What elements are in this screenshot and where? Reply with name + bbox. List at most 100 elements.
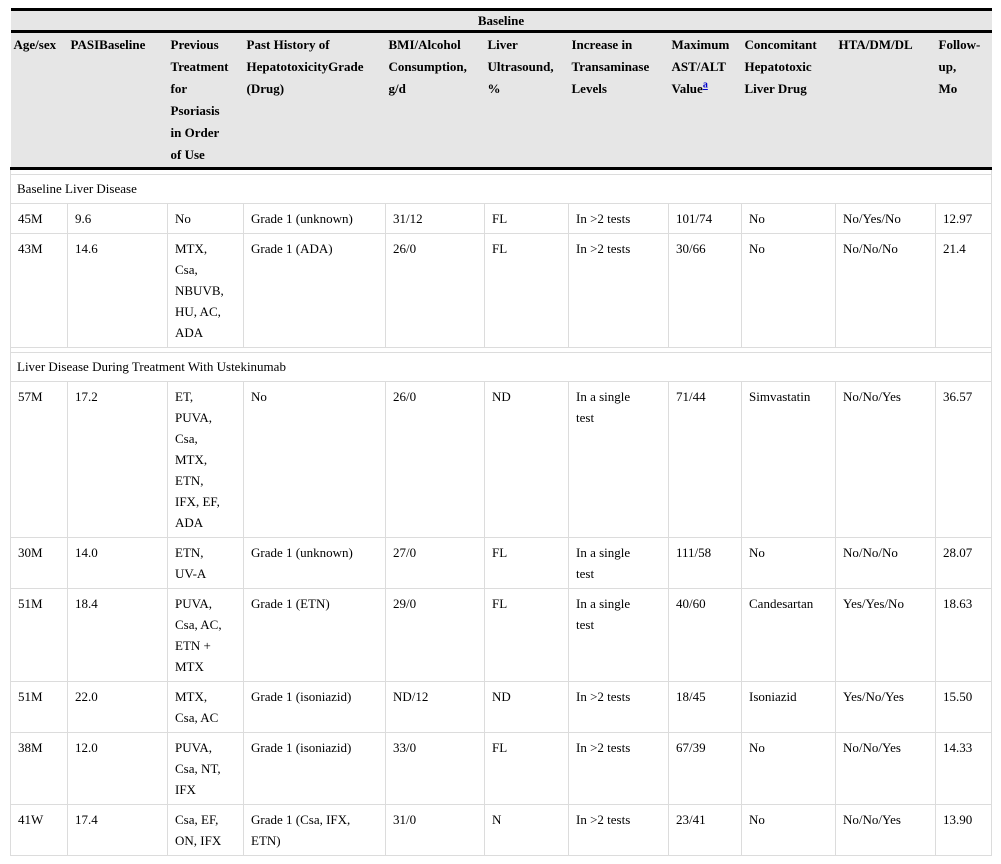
table-cell: Grade 1 (unknown)	[243, 537, 386, 589]
table-cell: 17.2	[67, 381, 168, 538]
table-cell: In >2 tests	[568, 732, 669, 805]
col-header-label: Past History of HepatotoxicityGrade (Dru…	[246, 37, 364, 96]
table-cell: 29/0	[385, 588, 485, 682]
table-cell: No/No/Yes	[835, 804, 936, 856]
footnote-a-link[interactable]: a	[702, 79, 708, 91]
table-cell: 33/0	[385, 732, 485, 805]
column-header-row: Age/sex PASIBaseline Previous Treatment …	[10, 31, 992, 170]
baseline-span-header: Baseline	[10, 8, 992, 33]
table-cell: 51M	[10, 681, 68, 733]
table-cell: 41W	[10, 804, 68, 856]
spacer-row	[10, 168, 992, 175]
table-cell: 15.50	[935, 681, 992, 733]
section-title: Liver Disease During Treatment With Uste…	[10, 352, 992, 382]
table-row: 41W 17.4 Csa, EF, ON, IFX Grade 1 (Csa, IFX…	[10, 804, 992, 856]
table-cell: 31/12	[385, 203, 485, 234]
table-cell: 30M	[10, 537, 68, 589]
col-header-liver-ultrasound: Liver Ultrasound, %	[484, 31, 569, 170]
table-cell: FL	[484, 537, 569, 589]
table-cell: 13.90	[935, 804, 992, 856]
table-cell: No	[741, 537, 836, 589]
table-cell: 23/41	[668, 804, 742, 856]
table-cell: No	[243, 381, 386, 538]
table-row: 30M 14.0 ETN, UV-A Grade 1 (unknown) 27/0 FL I…	[10, 537, 992, 589]
table-cell: Grade 1 (Csa, IFX, ETN)	[243, 804, 386, 856]
table-cell: FL	[484, 233, 569, 348]
table-cell: Grade 1 (unknown)	[243, 203, 386, 234]
table-cell: FL	[484, 588, 569, 682]
table-cell: FL	[484, 732, 569, 805]
table-cell: MTX, Csa, NBUVB, HU, AC, ADA	[167, 233, 244, 348]
table-cell: Simvastatin	[741, 381, 836, 538]
table-cell: Csa, EF, ON, IFX	[167, 804, 244, 856]
table-cell: 14.6	[67, 233, 168, 348]
table-row: 38M 12.0 PUVA, Csa, NT, IFX Grade 1 (isonia…	[10, 732, 992, 805]
table-cell: MTX, Csa, AC	[167, 681, 244, 733]
table-cell: 18/45	[668, 681, 742, 733]
table-cell: Grade 1 (isoniazid)	[243, 681, 386, 733]
table-cell: PUVA, Csa, NT, IFX	[167, 732, 244, 805]
table-row: 57M 17.2 ET, PUVA, Csa, MTX, ETN, IFX, EF,…	[10, 381, 992, 538]
col-header-label: Follow- up, Mo	[938, 37, 981, 96]
clinical-characteristics-table: Baseline Age/sex PASIBaseline Previous T…	[10, 8, 992, 856]
table-cell: 14.33	[935, 732, 992, 805]
table-row: 51M 18.4 PUVA, Csa, AC, ETN + MTX Grade 1 (…	[10, 588, 992, 682]
table-cell: PUVA, Csa, AC, ETN + MTX	[167, 588, 244, 682]
table-cell: In a single test	[568, 588, 669, 682]
col-header-transaminase-increase: Increase in Transaminase Levels	[568, 31, 669, 170]
spacer-cell	[10, 347, 992, 353]
col-header-concomitant-drug: Concomitant Hepatotoxic Liver Drug	[741, 31, 836, 170]
table-cell: No	[741, 804, 836, 856]
table-cell: ND	[484, 381, 569, 538]
table-cell: 18.63	[935, 588, 992, 682]
section-title: Baseline Liver Disease	[10, 174, 992, 204]
table-cell: No	[741, 203, 836, 234]
table-row: 45M 9.6 No Grade 1 (unknown) 31/12 FL In >2 te…	[10, 203, 992, 234]
table-cell: 111/58	[668, 537, 742, 589]
table-cell: 36.57	[935, 381, 992, 538]
col-header-hta-dm-dl: HTA/DM/DL	[835, 31, 936, 170]
table-cell: In a single test	[568, 381, 669, 538]
table-cell: FL	[484, 203, 569, 234]
spacer-cell	[10, 168, 992, 175]
table-cell: In >2 tests	[568, 804, 669, 856]
col-header-age-sex: Age/sex	[10, 31, 68, 170]
table-cell: Isoniazid	[741, 681, 836, 733]
table-cell: 14.0	[67, 537, 168, 589]
table-cell: 45M	[10, 203, 68, 234]
table-cell: 12.97	[935, 203, 992, 234]
table-cell: 38M	[10, 732, 68, 805]
table-row: 43M 14.6 MTX, Csa, NBUVB, HU, AC, ADA Grade…	[10, 233, 992, 348]
table-cell: Grade 1 (ETN)	[243, 588, 386, 682]
table-cell: Grade 1 (ADA)	[243, 233, 386, 348]
table-cell: 9.6	[67, 203, 168, 234]
col-header-label: HTA/DM/DL	[838, 37, 913, 52]
table-cell: 30/66	[668, 233, 742, 348]
table-cell: No/No/No	[835, 537, 936, 589]
table-cell: 43M	[10, 233, 68, 348]
col-header-follow-up: Follow- up, Mo	[935, 31, 992, 170]
col-header-previous-treatment: Previous Treatment for Psoriasis in Orde…	[167, 31, 244, 170]
table-cell: N	[484, 804, 569, 856]
table-cell: 51M	[10, 588, 68, 682]
table-cell: 26/0	[385, 233, 485, 348]
baseline-band-row: Baseline	[10, 8, 992, 33]
table-cell: Yes/Yes/No	[835, 588, 936, 682]
table-cell: No/Yes/No	[835, 203, 936, 234]
col-header-label: BMI/Alcohol Consumption, g/d	[388, 37, 467, 96]
col-header-label: Maximum AST/ALT Value	[671, 37, 730, 96]
section-title-row: Liver Disease During Treatment With Uste…	[10, 352, 992, 382]
table-cell: In a single test	[568, 537, 669, 589]
table-cell: ND	[484, 681, 569, 733]
table-cell: 67/39	[668, 732, 742, 805]
table-cell: 27/0	[385, 537, 485, 589]
table-cell: 71/44	[668, 381, 742, 538]
table-cell: 101/74	[668, 203, 742, 234]
table-cell: 21.4	[935, 233, 992, 348]
col-header-label: Previous Treatment for Psoriasis in Orde…	[170, 37, 229, 162]
section-title-row: Baseline Liver Disease	[10, 174, 992, 204]
table-cell: 40/60	[668, 588, 742, 682]
table-cell: In >2 tests	[568, 233, 669, 348]
col-header-pasi-baseline: PASIBaseline	[67, 31, 168, 170]
footnote-a-marker: a	[703, 80, 708, 91]
